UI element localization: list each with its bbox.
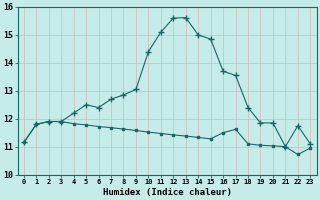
X-axis label: Humidex (Indice chaleur): Humidex (Indice chaleur) — [103, 188, 232, 197]
